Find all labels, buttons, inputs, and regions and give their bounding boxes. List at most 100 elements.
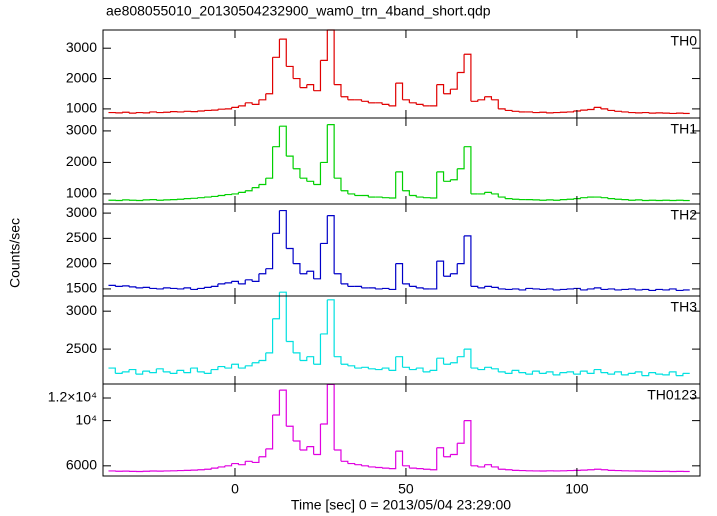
panel-frame (102, 295, 701, 385)
step-bin (409, 102, 417, 105)
step-bin (238, 190, 246, 193)
step-bin (655, 288, 663, 291)
step-bin (217, 194, 226, 197)
step-bin (388, 171, 397, 199)
step-bin (457, 146, 465, 170)
x-tick-label: 50 (398, 481, 414, 497)
step-bin (299, 271, 308, 275)
step-bin (286, 65, 294, 79)
step-bin (491, 286, 499, 289)
step-bin (382, 103, 390, 106)
step-bin (416, 367, 424, 372)
step-bin (395, 263, 404, 284)
step-bin (546, 288, 554, 290)
step-bin (552, 289, 561, 291)
step-bin (334, 177, 342, 191)
step-bin (505, 288, 513, 291)
panel-label: TH2 (671, 207, 698, 223)
step-bin (539, 111, 547, 113)
step-bin (587, 287, 595, 290)
step-bin (286, 155, 294, 169)
step-bin (464, 53, 472, 102)
step-bin (279, 38, 287, 67)
step-bin (532, 370, 540, 374)
step-bin (245, 460, 253, 463)
step-bin (518, 372, 527, 375)
step-bin (156, 287, 164, 290)
step-bin (286, 247, 294, 264)
step-bin (211, 366, 219, 371)
step-bin (238, 461, 246, 466)
panel-frame (102, 203, 701, 297)
step-bin (443, 179, 451, 182)
step-bin (635, 371, 643, 376)
step-bin (115, 285, 123, 287)
step-bin (600, 197, 609, 199)
step-bin (313, 424, 322, 456)
step-bin (361, 100, 369, 103)
step-bin (450, 443, 458, 456)
step-bin (197, 371, 205, 374)
step-bin (265, 318, 274, 354)
step-bin (594, 287, 602, 290)
y-tick-label: 1000 (66, 100, 97, 116)
step-bin (327, 124, 335, 179)
step-bin (306, 356, 315, 365)
step-bin (628, 371, 636, 374)
step-bin (621, 373, 629, 376)
step-bin (176, 287, 185, 290)
step-bin (436, 357, 445, 365)
step-bin (245, 279, 253, 282)
step-bin (635, 289, 643, 291)
step-bin (491, 466, 499, 470)
step-bin (265, 146, 274, 179)
step-bin (368, 466, 376, 468)
step-bin (183, 368, 192, 374)
step-bin (594, 106, 602, 109)
step-bin (361, 465, 369, 467)
step-bin (265, 414, 274, 450)
step-bin (607, 288, 616, 290)
step-bin (607, 109, 616, 112)
step-bin (299, 446, 308, 451)
x-axis-label: Time [sec] 0 = 2013/05/04 23:29:00 (291, 497, 511, 513)
step-bin (395, 82, 404, 100)
step-bin (204, 468, 212, 470)
step-bin (245, 102, 253, 105)
step-bin (552, 199, 561, 201)
step-bin (477, 286, 486, 289)
step-bin (464, 348, 472, 369)
step-bin (539, 371, 547, 374)
step-bin (388, 356, 397, 371)
step-bin (238, 365, 246, 369)
step-bin (443, 89, 451, 95)
step-bin (368, 287, 376, 289)
step-bin (231, 462, 240, 465)
step-bin (306, 84, 315, 91)
step-bin (621, 288, 629, 291)
step-bin (258, 352, 267, 362)
step-bin (566, 111, 575, 113)
step-bin (484, 464, 493, 467)
step-bin (197, 110, 205, 112)
step-bin (224, 463, 233, 467)
step-bin (450, 72, 458, 90)
step-bin (457, 54, 465, 74)
step-bin (375, 196, 383, 198)
step-bin (197, 469, 205, 471)
step-bin (272, 390, 281, 416)
step-bin (382, 367, 390, 371)
step-bin (580, 197, 588, 199)
step-bin (156, 368, 164, 372)
step-bin (252, 184, 260, 189)
step-bin (293, 168, 301, 179)
step-bin (594, 196, 602, 198)
step-bin (423, 370, 431, 373)
step-bin (347, 462, 356, 465)
step-bin (402, 99, 410, 103)
step-bin (279, 125, 287, 157)
step-bin (402, 465, 410, 469)
step-bin (375, 102, 383, 105)
step-bin (423, 468, 431, 470)
step-bin (600, 108, 609, 111)
